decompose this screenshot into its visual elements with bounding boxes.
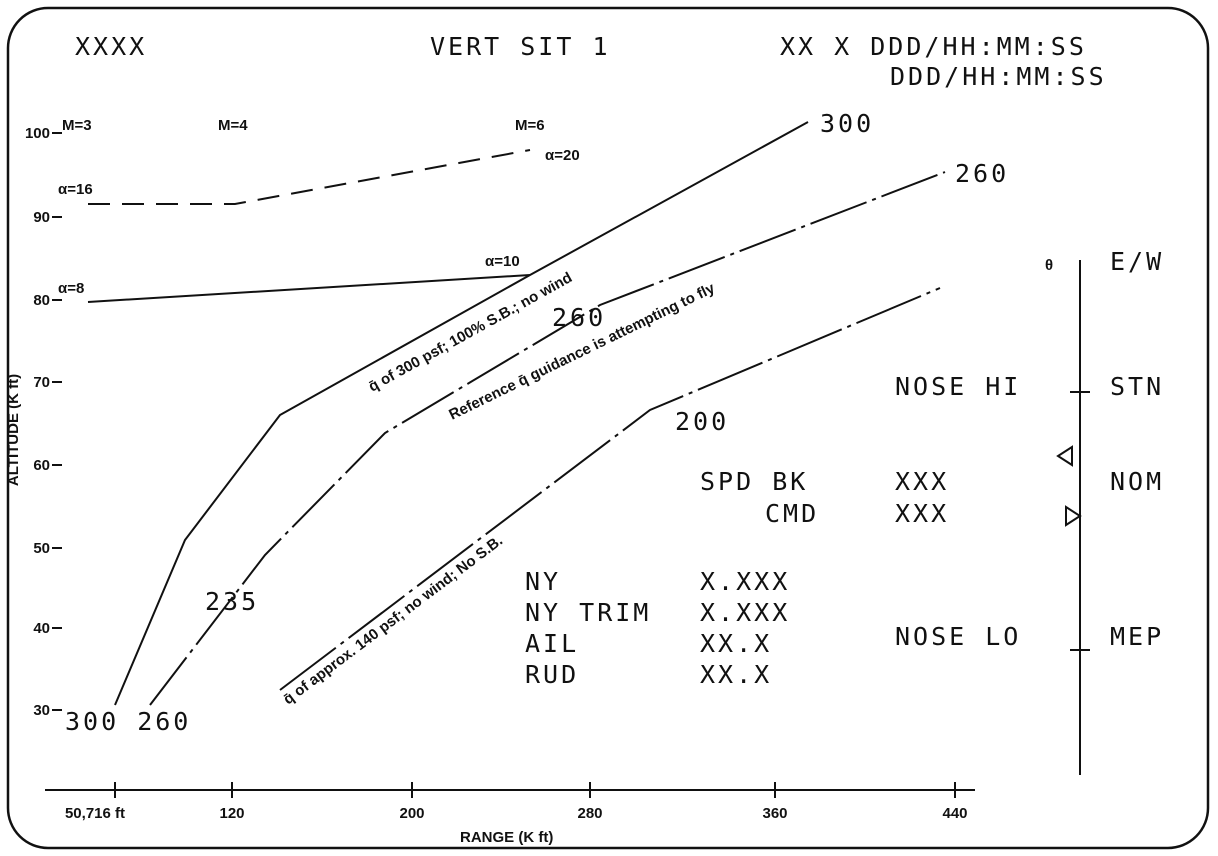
x-label: 120 (219, 805, 244, 822)
y-title: ALTITUDE (K ft) (5, 374, 22, 486)
nom: NOM (1110, 467, 1164, 496)
readout-label: NY TRIM (525, 598, 651, 627)
header-left: XXXX (75, 32, 147, 61)
readout-label: RUD (525, 660, 579, 689)
q140-curve (279, 287, 941, 691)
y-label: 100 (25, 125, 50, 142)
curve-label: 235 (205, 587, 259, 616)
readout-value: XX.X (700, 660, 772, 689)
cmd-label: CMD (765, 499, 819, 528)
theta: θ (1045, 257, 1053, 274)
readout-value: X.XXX (700, 598, 790, 627)
alpha-label: α=20 (545, 147, 580, 164)
x-label: 200 (399, 805, 424, 822)
curve-label: 200 (675, 407, 729, 436)
x-label: 280 (577, 805, 602, 822)
mach-label: M=3 (62, 117, 92, 134)
alpha-high-line (88, 149, 531, 205)
x-label: 440 (942, 805, 967, 822)
reference-curve (149, 171, 946, 706)
spd-bk-label: SPD BK (700, 467, 808, 496)
y-label: 30 (33, 702, 50, 719)
y-label: 40 (33, 620, 50, 637)
curve-label: 260 (552, 303, 606, 332)
curve-label: 260 (955, 159, 1009, 188)
x-label: 50,716 ft (65, 805, 125, 822)
readout-value: X.XXX (700, 567, 790, 596)
stn: STN (1110, 372, 1164, 401)
readout-label: AIL (525, 629, 579, 658)
curve-label: 300 (820, 109, 874, 138)
x-title: RANGE (K ft) (460, 829, 553, 846)
spd-bk-value: XXX (895, 467, 949, 496)
y-label: 50 (33, 540, 50, 557)
alpha-label: α=8 (58, 280, 84, 297)
y-label: 60 (33, 457, 50, 474)
y-label: 80 (33, 292, 50, 309)
readouts: NY X.XXX NY TRIM X.XXX AIL XX.X RUD XX.X (525, 567, 790, 689)
alpha-label: α=10 (485, 253, 520, 270)
frame (6, 6, 1210, 850)
indicator (1056, 445, 1073, 467)
curve-caption: q̄ of approx. 140 psf; no wind; No S.B. (280, 532, 506, 708)
curve-caption: Reference q̄ guidance is attempting to f… (446, 279, 718, 423)
readout-value: XX.X (700, 629, 772, 658)
time-1: XX X DDD/HH:MM:SS (780, 32, 1087, 61)
mach-label: M=6 (515, 117, 545, 134)
mep: MEP (1110, 622, 1164, 651)
time-2: DDD/HH:MM:SS (890, 62, 1107, 91)
y-labels: 100 90 80 70 60 50 40 30 (25, 125, 62, 719)
indicator (1065, 505, 1082, 527)
alpha-label: α=16 (58, 181, 93, 198)
x-label: 360 (762, 805, 787, 822)
mach-label: M=4 (218, 117, 248, 134)
q300-curve (114, 121, 809, 706)
nose-hi: NOSE HI (895, 372, 1021, 401)
title: VERT SIT 1 (430, 32, 611, 61)
curve-label: 300 260 (65, 707, 191, 736)
x-labels: 50,716 ft 120 200 280 360 440 (65, 782, 968, 822)
cmd-value: XXX (895, 499, 949, 528)
nose-lo: NOSE LO (895, 622, 1021, 651)
readout-label: NY (525, 567, 561, 596)
ew: E/W (1110, 247, 1164, 276)
alpha-low-line (87, 274, 531, 303)
y-label: 70 (33, 374, 50, 391)
y-label: 90 (33, 209, 50, 226)
